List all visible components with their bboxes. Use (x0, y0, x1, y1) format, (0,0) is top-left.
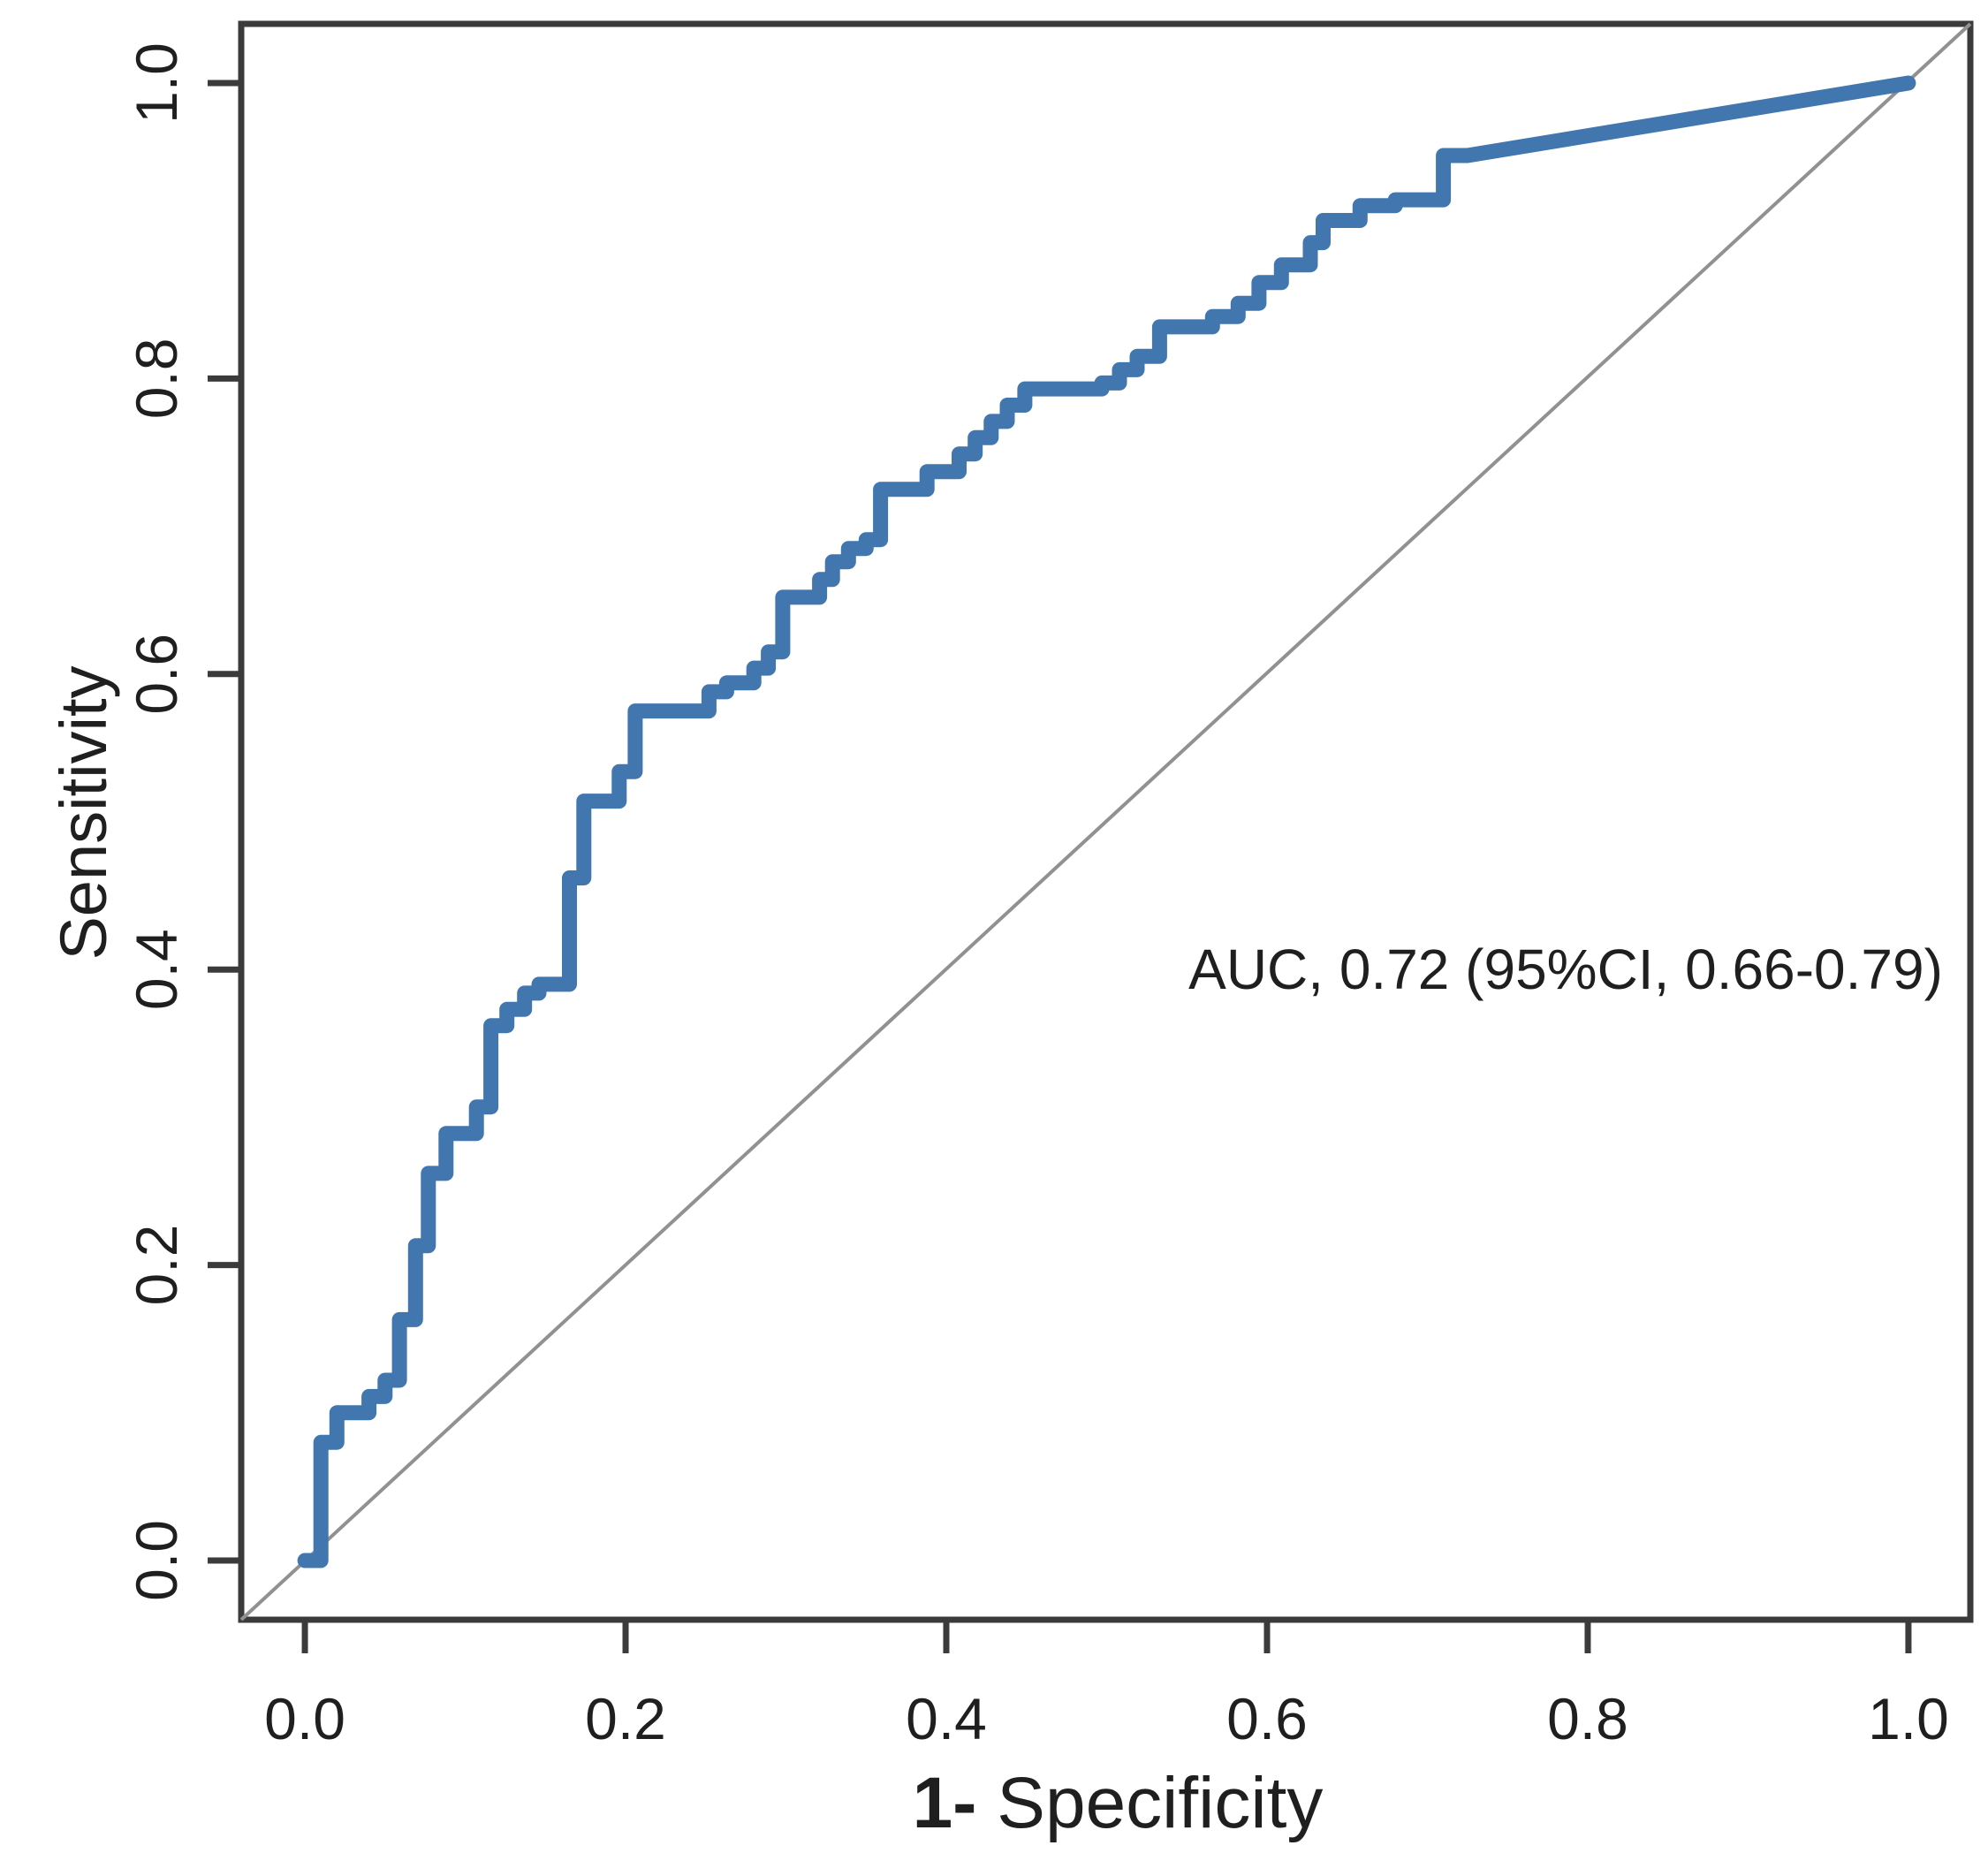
y-tick-label: 0.6 (124, 634, 189, 715)
x-tick-label: 0.4 (906, 1686, 987, 1751)
x-axis-tick-labels: 0.0 0.2 0.4 0.6 0.8 1.0 (264, 1686, 1949, 1751)
y-axis-tick-labels: 0.0 0.2 0.4 0.6 0.8 1.0 (124, 42, 189, 1601)
x-tick-label: 0.2 (585, 1686, 666, 1751)
x-axis-ticks (301, 1620, 1912, 1653)
roc-curve-line (297, 75, 1916, 1568)
x-axis-title-bold-part: 1- (913, 1763, 977, 1843)
y-tick-label: 0.4 (124, 929, 189, 1010)
auc-annotation: AUC, 0.72 (95%CI, 0.66-0.79) (1188, 938, 1943, 1001)
x-tick-label: 0.6 (1226, 1686, 1308, 1751)
x-tick-label: 0.0 (264, 1686, 345, 1751)
y-tick-label: 1.0 (124, 42, 189, 124)
x-tick-label: 0.8 (1547, 1686, 1628, 1751)
y-axis-ticks (208, 80, 241, 1564)
plot-box (238, 20, 1974, 1623)
y-tick-label: 0.2 (124, 1225, 189, 1306)
x-axis-title-rest-part: Specificity (977, 1763, 1324, 1843)
x-axis-title: 1- Specificity (913, 1763, 1324, 1843)
reference-diagonal-line (239, 22, 1972, 1621)
x-tick-label: 1.0 (1868, 1686, 1949, 1751)
y-tick-label: 0.0 (124, 1520, 189, 1601)
y-tick-label: 0.8 (124, 338, 189, 420)
y-axis-title: Sensitivity (47, 665, 120, 960)
